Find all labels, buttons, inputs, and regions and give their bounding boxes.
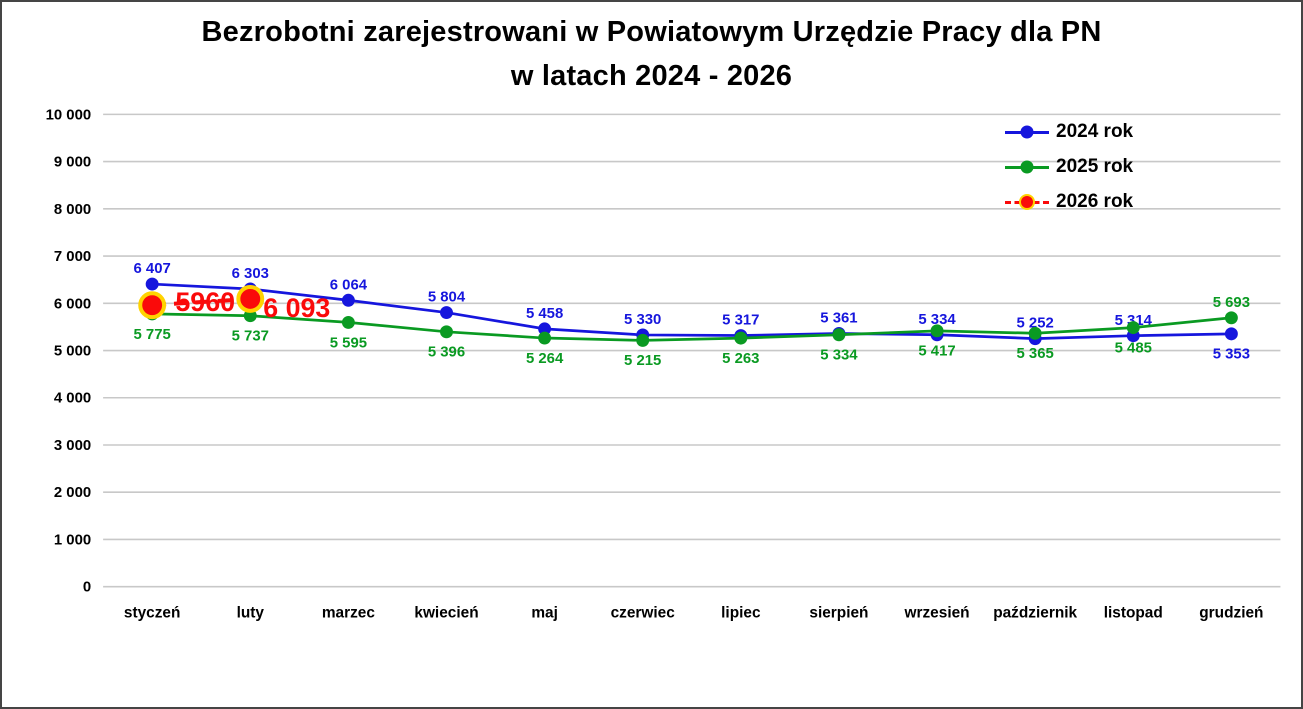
data-label: 5 804 — [428, 290, 466, 306]
data-point-2025-rok — [930, 324, 944, 338]
data-point-2026-rok — [138, 291, 167, 320]
data-label: 5 485 — [1115, 340, 1152, 356]
data-point-2024-rok — [440, 306, 453, 320]
chart-title-line1: Bezrobotni zarejestrowani w Powiatowym U… — [201, 16, 1102, 48]
data-point-2024-rok — [341, 293, 355, 307]
x-axis-label-styczeń: styczeń — [124, 605, 181, 622]
series-line-2024-rok — [152, 282, 1232, 340]
data-label: 5 263 — [722, 351, 759, 367]
data-label: 5 361 — [820, 311, 857, 327]
data-label: 5 314 — [1115, 313, 1153, 329]
data-label: 5 737 — [232, 329, 269, 345]
data-point-2024-rok — [538, 322, 552, 336]
x-axis-label-maj: maj — [531, 605, 558, 622]
data-point-2025-rok — [1126, 321, 1140, 335]
legend: 2024 rok 2025 rok 2026 rok — [1005, 114, 1133, 219]
data-label: 6 093 — [263, 293, 330, 323]
data-label: 5 334 — [918, 312, 956, 328]
data-point-2025-rok — [243, 309, 257, 323]
data-label: 5 353 — [1213, 347, 1250, 363]
x-axis-label-listopad: listopad — [1104, 605, 1163, 622]
data-label: 6 303 — [232, 266, 269, 282]
data-label: 5 396 — [428, 345, 465, 361]
data-label: 5 595 — [330, 335, 367, 351]
legend-2024-label: 2024 rok — [1056, 120, 1134, 142]
legend-2025-label: 2025 rok — [1056, 155, 1134, 177]
data-point-2025-rok — [1028, 326, 1042, 340]
data-point-2025-rok — [1224, 311, 1238, 325]
legend-2024-line-marker-icon — [1005, 125, 1049, 139]
data-label: 5 693 — [1213, 295, 1250, 311]
legend-2026-line-marker-icon — [1005, 193, 1049, 210]
data-point-2025-rok — [440, 325, 453, 339]
data-point-2025-rok — [734, 331, 748, 345]
data-label: 5 317 — [722, 313, 759, 329]
y-axis-tick-label: 7 000 — [54, 249, 91, 265]
legend-2026-label: 2026 rok — [1056, 190, 1134, 212]
y-axis-tick-label: 8 000 — [54, 202, 91, 218]
y-axis-tick-label: 9 000 — [54, 155, 91, 171]
legend-item-2025[interactable]: 2025 rok — [1005, 149, 1133, 184]
data-label: 6 407 — [134, 261, 171, 277]
data-label: 5 775 — [134, 327, 171, 343]
y-axis-tick-label: 10 000 — [46, 107, 92, 123]
legend-item-2026[interactable]: 2026 rok — [1005, 184, 1133, 219]
series-line-2025-rok — [152, 312, 1232, 342]
data-label: 5 252 — [1017, 316, 1054, 332]
data-label: 5 365 — [1017, 346, 1054, 362]
chart-title-line2: w latach 2024 - 2026 — [510, 60, 793, 92]
data-label: 5 215 — [624, 353, 661, 369]
y-axis-tick-label: 3 000 — [54, 438, 91, 454]
y-axis-tick-label: 1 000 — [54, 532, 91, 548]
data-point-2025-rok — [538, 331, 552, 345]
x-axis-label-czerwiec: czerwiec — [611, 605, 676, 622]
x-axis-label-wrzesień: wrzesień — [904, 605, 970, 622]
x-axis-label-sierpień: sierpień — [809, 605, 868, 622]
data-point-2025-rok — [636, 333, 650, 347]
data-point-2025-rok — [341, 315, 355, 329]
data-label: 5 458 — [526, 306, 563, 322]
data-label: 5 334 — [820, 348, 858, 364]
data-label: 6 064 — [330, 277, 368, 293]
y-axis-tick-label: 0 — [83, 580, 91, 596]
data-label: 5 330 — [624, 312, 661, 328]
x-axis-label-grudzień: grudzień — [1199, 605, 1263, 622]
data-point-2026-rok — [236, 284, 265, 313]
data-label: 5 264 — [526, 351, 564, 367]
series-line-2026-rok — [152, 296, 251, 308]
y-axis-tick-label: 4 000 — [54, 391, 91, 407]
y-axis-tick-label: 6 000 — [54, 296, 91, 312]
legend-2025-line-marker-icon — [1005, 160, 1049, 174]
data-label: 5 417 — [918, 344, 955, 360]
y-axis-tick-label: 2 000 — [54, 485, 91, 501]
x-axis-label-marzec: marzec — [322, 605, 376, 622]
data-point-2024-rok — [145, 277, 159, 291]
data-point-2025-rok — [832, 328, 846, 342]
x-axis-label-luty: luty — [237, 605, 265, 622]
x-axis-label-kwiecień: kwiecień — [414, 605, 478, 622]
data-label: 5960 — [175, 287, 235, 317]
legend-item-2024[interactable]: 2024 rok — [1005, 114, 1133, 149]
x-axis-label-lipiec: lipiec — [721, 605, 761, 622]
data-point-2024-rok — [1224, 327, 1238, 341]
x-axis-label-październik: październik — [993, 605, 1077, 622]
y-axis-tick-label: 5 000 — [54, 343, 91, 359]
